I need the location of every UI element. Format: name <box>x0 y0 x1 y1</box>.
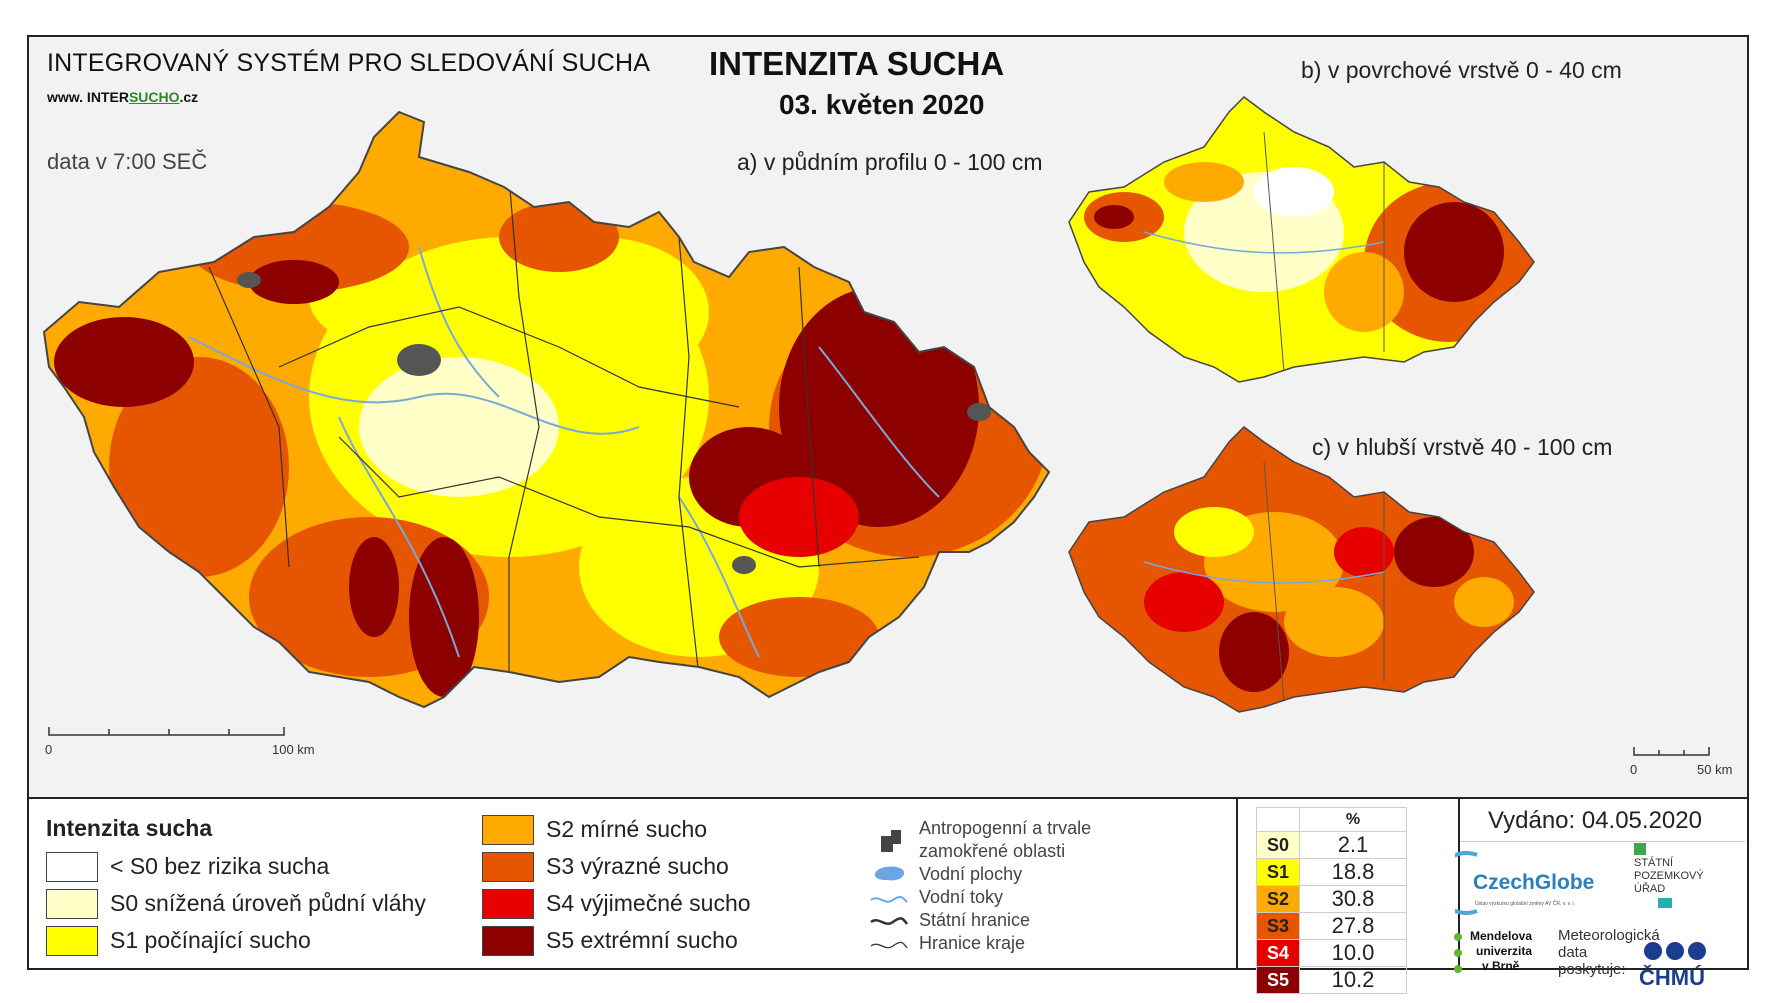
website-prefix: www. INTER <box>47 89 129 105</box>
meteo-data-note: Meteorologická data poskytuje: <box>1558 927 1660 978</box>
state-border-icon <box>870 917 909 925</box>
mendel-line1: Mendelova <box>1470 929 1533 943</box>
swatch-s2 <box>482 815 534 845</box>
czechglobe-logo: CzechGlobe Ústav výzkumu globální změny … <box>1455 851 1594 915</box>
swatch-s0 <box>46 889 98 919</box>
table-row: S4 10.0 <box>1256 939 1407 967</box>
swatch-s1 <box>46 926 98 956</box>
table-row: S1 18.8 <box>1256 858 1407 886</box>
stats-divider <box>1236 799 1238 970</box>
website-accent: SUCHO <box>128 89 180 105</box>
scale-bar-small: 0 50 km <box>1630 747 1732 777</box>
website-suffix: .cz <box>179 89 199 105</box>
stats-value-s0: 2.1 <box>1299 831 1407 859</box>
legend-symbols <box>870 830 909 949</box>
symbol-anthropogenic-line1: Antropogenní a trvale <box>919 818 1092 838</box>
mendel-line3: v Brně <box>1482 959 1520 973</box>
deeper-layer-map <box>1068 426 1535 713</box>
czechglobe-sub: Ústav výzkumu globální změny AV ČR, v. v… <box>1475 900 1575 907</box>
spu-logo: STÁTNÍ POZEMKOVÝ ÚŘAD <box>1634 843 1704 908</box>
stats-code-s1: S1 <box>1256 858 1300 886</box>
surface-layer-map <box>1068 96 1535 383</box>
stats-code-s4: S4 <box>1256 939 1300 967</box>
river-icon <box>870 895 908 903</box>
data-time-note: data v 7:00 SEČ <box>47 149 208 174</box>
spu-line2: POZEMKOVÝ <box>1634 870 1704 882</box>
mendel-line2: univerzita <box>1476 944 1533 958</box>
main-title: INTENZITA SUCHA <box>709 45 1005 82</box>
spu-line1: STÁTNÍ <box>1634 857 1674 869</box>
stats-code-s3: S3 <box>1256 912 1300 940</box>
chmu-mark-icon <box>1644 942 1706 960</box>
main-drought-map <box>42 110 1051 709</box>
symbol-anthropogenic-line2: zamokřené oblasti <box>919 841 1066 861</box>
legend-label-s5: S5 extrémní sucho <box>546 927 738 953</box>
issued-date: Vydáno: 04.05.2020 <box>1488 807 1702 834</box>
stats-header: % <box>1299 807 1407 832</box>
stats-value-s5: 10.2 <box>1299 966 1407 994</box>
legend-divider <box>29 797 1747 799</box>
region-border-icon <box>870 941 908 949</box>
scale-main-end: 100 km <box>272 742 315 757</box>
map-a-title: a) v půdním profilu 0 - 100 cm <box>737 149 1043 175</box>
meteo-line2: data <box>1558 944 1588 961</box>
system-title: INTEGROVANÝ SYSTÉM PRO SLEDOVÁNÍ SUCHA <box>47 49 651 77</box>
legend-title: Intenzita sucha <box>46 815 213 841</box>
scale-bar-main: 0 100 km <box>45 727 315 757</box>
mendel-dots-icon <box>1454 933 1462 973</box>
chmu-logo-text: ČHMÚ <box>1639 965 1705 990</box>
map-area: 0 100 km 0 50 km INTEGROVANÝ SYSTÉM PRO … <box>29 37 1747 797</box>
symbol-region-border: Hranice kraje <box>919 933 1026 953</box>
legend-label-s0: S0 snížená úroveň půdní vláhy <box>110 890 426 916</box>
stats-header-row: % <box>1256 807 1407 832</box>
issued-underline <box>1460 841 1745 842</box>
scale-small-end: 50 km <box>1697 762 1732 777</box>
meteo-line3: poskytuje: <box>1558 961 1626 978</box>
stats-code-s0: S0 <box>1256 831 1300 859</box>
spu-mark-icon <box>1634 843 1646 855</box>
drought-stats-table: % S0 2.1 S1 18.8 S2 30.8 S3 27.8 S4 10.0… <box>1256 807 1407 994</box>
table-row: S5 10.2 <box>1256 966 1407 994</box>
symbol-rivers: Vodní toky <box>919 887 1004 907</box>
swatch-s5 <box>482 926 534 956</box>
table-row: S3 27.8 <box>1256 912 1407 940</box>
legend-label-s2: S2 mírné sucho <box>546 816 708 842</box>
stats-value-s1: 18.8 <box>1299 858 1407 886</box>
map-date: 03. květen 2020 <box>779 89 985 120</box>
spu-line3: ÚŘAD <box>1634 883 1666 895</box>
czechglobe-name: CzechGlobe <box>1473 871 1594 894</box>
table-row: S2 30.8 <box>1256 885 1407 913</box>
legend-label-s4: S4 výjimečné sucho <box>546 890 751 916</box>
table-row: S0 2.1 <box>1256 831 1407 859</box>
legend-label-s3: S3 výrazné sucho <box>546 853 729 879</box>
legend-label-s1: S1 počínající sucho <box>110 927 311 953</box>
map-sheet: 0 100 km 0 50 km INTEGROVANÝ SYSTÉM PRO … <box>27 35 1749 994</box>
symbol-state-border: Státní hranice <box>919 910 1031 930</box>
mendel-university-logo: Mendelova univerzita v Brně <box>1454 929 1532 974</box>
stats-value-s3: 27.8 <box>1299 912 1407 940</box>
stats-code-s5: S5 <box>1256 966 1300 994</box>
map-c-title: c) v hlubší vrstvě 40 - 100 cm <box>1312 434 1613 460</box>
anthropogenic-area-icon <box>881 830 901 852</box>
symbol-water-bodies: Vodní plochy <box>919 864 1023 884</box>
stats-code-s2: S2 <box>1256 885 1300 913</box>
stats-value-s4: 10.0 <box>1299 939 1407 967</box>
map-b-title: b) v povrchové vrstvě 0 - 40 cm <box>1301 57 1622 83</box>
footer-divider <box>1458 799 1460 970</box>
website-url: www. INTERSUCHO.cz <box>47 89 198 105</box>
spu-accent-icon <box>1658 898 1672 908</box>
meteo-line1: Meteorologická <box>1558 927 1660 944</box>
swatch-below-s0 <box>46 852 98 882</box>
scale-main-zero: 0 <box>45 742 52 757</box>
legend-label-below-s0: < S0 bez rizika sucha <box>110 853 330 879</box>
swatch-s3 <box>482 852 534 882</box>
scale-small-zero: 0 <box>1630 762 1637 777</box>
swatch-s4 <box>482 889 534 919</box>
stats-value-s2: 30.8 <box>1299 885 1407 913</box>
water-body-icon <box>874 866 905 881</box>
